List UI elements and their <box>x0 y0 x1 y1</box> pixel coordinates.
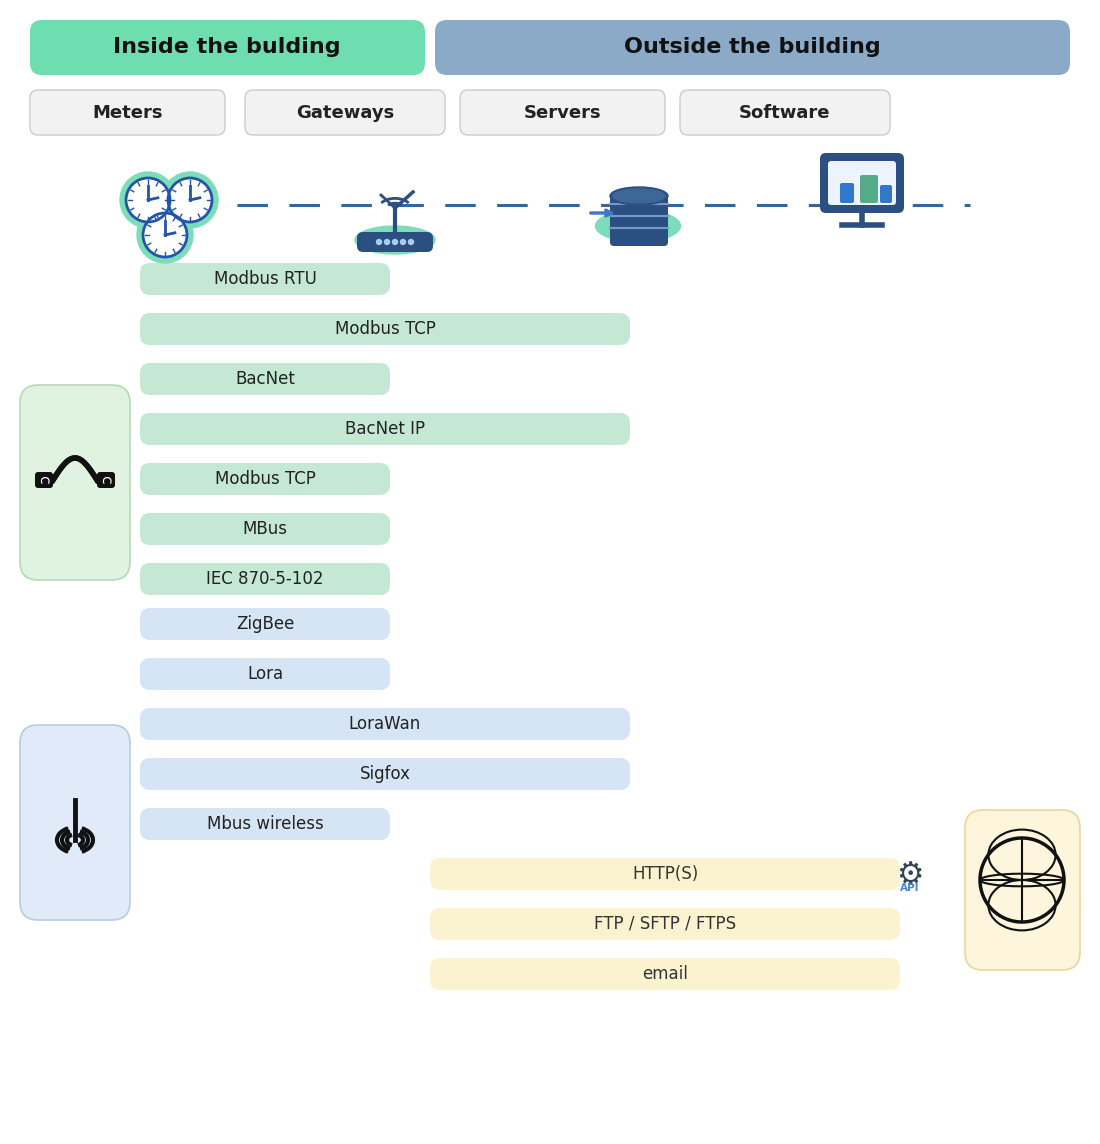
FancyBboxPatch shape <box>430 958 900 990</box>
Text: BacNet: BacNet <box>235 370 295 388</box>
Text: IEC 870-5-102: IEC 870-5-102 <box>207 570 323 588</box>
Circle shape <box>120 172 176 228</box>
Text: ᴒ: ᴒ <box>39 472 50 487</box>
Text: API: API <box>900 883 920 893</box>
Circle shape <box>138 207 192 263</box>
Circle shape <box>408 239 414 245</box>
FancyBboxPatch shape <box>610 196 668 246</box>
Text: Mbus wireless: Mbus wireless <box>207 815 323 833</box>
Text: ZigBee: ZigBee <box>235 615 294 633</box>
FancyBboxPatch shape <box>680 90 890 135</box>
FancyBboxPatch shape <box>358 232 433 252</box>
Text: HTTP(S): HTTP(S) <box>631 865 698 883</box>
Circle shape <box>393 239 397 245</box>
Text: Software: Software <box>739 104 830 122</box>
Text: Meters: Meters <box>92 104 163 122</box>
FancyBboxPatch shape <box>430 908 900 940</box>
FancyBboxPatch shape <box>140 263 390 295</box>
Text: MBus: MBus <box>242 521 287 538</box>
Ellipse shape <box>595 210 681 243</box>
FancyBboxPatch shape <box>140 758 630 791</box>
Circle shape <box>400 239 406 245</box>
FancyBboxPatch shape <box>828 161 896 205</box>
Text: Inside the bulding: Inside the bulding <box>113 37 341 57</box>
Circle shape <box>168 178 212 222</box>
FancyBboxPatch shape <box>140 708 630 740</box>
Circle shape <box>162 172 218 228</box>
Text: Lora: Lora <box>246 665 283 683</box>
Text: Outside the building: Outside the building <box>624 37 880 57</box>
FancyBboxPatch shape <box>30 90 225 135</box>
FancyBboxPatch shape <box>140 607 390 639</box>
Circle shape <box>143 213 187 257</box>
Text: email: email <box>642 966 688 983</box>
FancyBboxPatch shape <box>140 808 390 840</box>
FancyBboxPatch shape <box>97 472 116 488</box>
FancyBboxPatch shape <box>434 19 1070 76</box>
FancyBboxPatch shape <box>460 90 666 135</box>
Text: FTP / SFTP / FTPS: FTP / SFTP / FTPS <box>594 915 736 934</box>
Ellipse shape <box>355 227 434 254</box>
FancyBboxPatch shape <box>965 810 1080 970</box>
FancyBboxPatch shape <box>245 90 446 135</box>
FancyBboxPatch shape <box>140 463 390 495</box>
FancyBboxPatch shape <box>20 386 130 580</box>
FancyBboxPatch shape <box>430 858 900 890</box>
Text: Modbus RTU: Modbus RTU <box>213 270 317 288</box>
FancyBboxPatch shape <box>140 513 390 545</box>
Ellipse shape <box>610 186 668 205</box>
Circle shape <box>126 178 170 222</box>
FancyBboxPatch shape <box>35 472 53 488</box>
Ellipse shape <box>613 189 666 202</box>
Circle shape <box>385 239 389 245</box>
Text: LoraWan: LoraWan <box>349 715 421 733</box>
Text: Modbus TCP: Modbus TCP <box>214 470 316 488</box>
Text: ᴒ: ᴒ <box>101 472 111 487</box>
FancyBboxPatch shape <box>140 363 390 395</box>
FancyBboxPatch shape <box>860 175 878 202</box>
Text: ⚙: ⚙ <box>896 861 924 890</box>
FancyBboxPatch shape <box>20 725 130 920</box>
Circle shape <box>376 239 382 245</box>
FancyBboxPatch shape <box>140 313 630 345</box>
Text: Sigfox: Sigfox <box>360 765 410 782</box>
Text: Gateways: Gateways <box>296 104 394 122</box>
FancyBboxPatch shape <box>140 413 630 445</box>
FancyBboxPatch shape <box>140 563 390 595</box>
FancyBboxPatch shape <box>140 658 390 690</box>
Text: BacNet IP: BacNet IP <box>345 420 425 438</box>
Text: Servers: Servers <box>524 104 602 122</box>
Text: Modbus TCP: Modbus TCP <box>334 320 436 337</box>
FancyBboxPatch shape <box>820 153 904 213</box>
FancyBboxPatch shape <box>840 183 854 202</box>
FancyBboxPatch shape <box>30 19 425 76</box>
FancyBboxPatch shape <box>880 185 892 202</box>
